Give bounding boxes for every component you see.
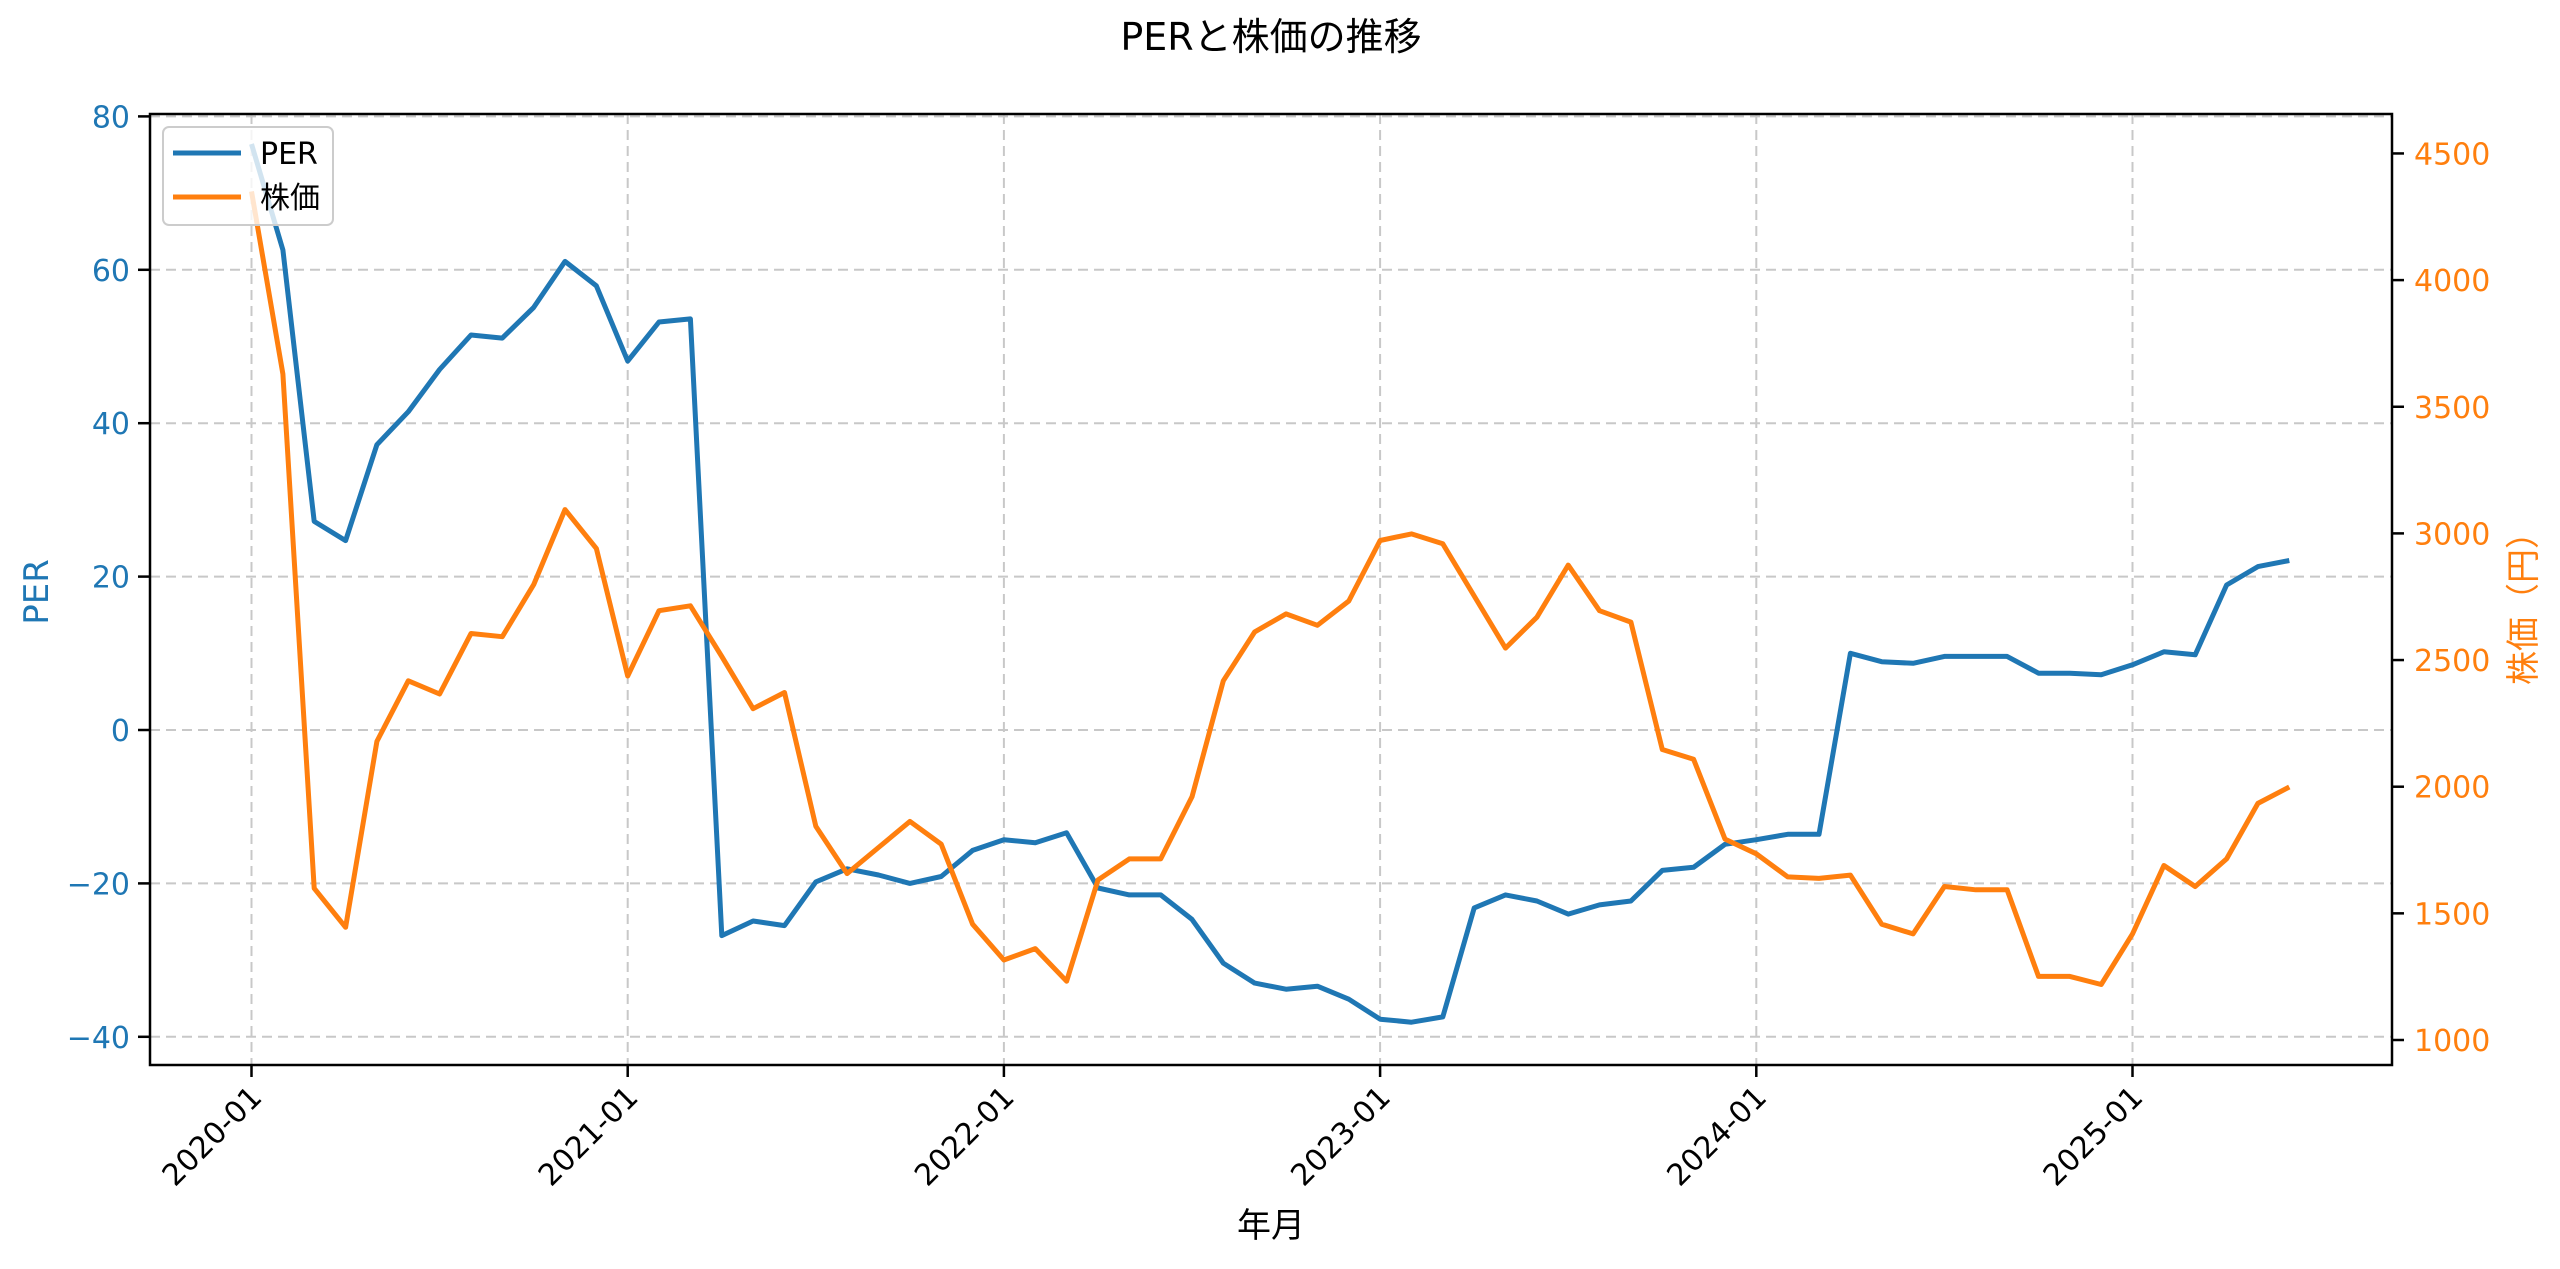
chart-title: PERと株価の推移	[1120, 15, 1421, 59]
left-y-axis: 80 60 40 20 0 −20 −40	[67, 100, 150, 1056]
plot-frame	[148, 112, 2394, 1067]
right-tick-label: 4500	[2414, 137, 2490, 172]
left-tick-label: 80	[92, 100, 130, 135]
grid-lines	[150, 114, 2392, 1065]
series-layer	[249, 143, 2291, 1025]
legend-per-label: PER	[260, 137, 318, 172]
legend-price-label: 株価	[260, 181, 320, 216]
right-tick-label: 1000	[2414, 1024, 2490, 1059]
right-tick-label: 2000	[2414, 771, 2490, 806]
left-tick-label: 20	[92, 561, 130, 596]
right-tick-label: 3000	[2414, 517, 2490, 552]
per-line	[249, 143, 2290, 1025]
right-tick-label: 3500	[2414, 391, 2490, 426]
left-y-axis-label: PER	[17, 559, 57, 625]
legend: PER 株価	[162, 126, 334, 226]
price-line	[249, 190, 2291, 987]
x-axis-label: 年月	[1237, 1206, 1305, 1246]
left-tick-label: 60	[92, 254, 130, 289]
left-tick-label: 40	[92, 407, 130, 442]
left-tick-label: −20	[67, 867, 130, 902]
right-tick-label: 4000	[2414, 264, 2490, 299]
right-y-axis-label: 株価（円）	[2504, 515, 2544, 685]
left-tick-label: −40	[67, 1021, 130, 1056]
right-tick-label: 2500	[2414, 644, 2490, 679]
right-tick-label: 1500	[2414, 897, 2490, 932]
left-tick-label: 0	[111, 714, 130, 749]
right-y-axis: 4500 4000 3500 3000 2500 2000 1500 1000	[2392, 137, 2490, 1059]
